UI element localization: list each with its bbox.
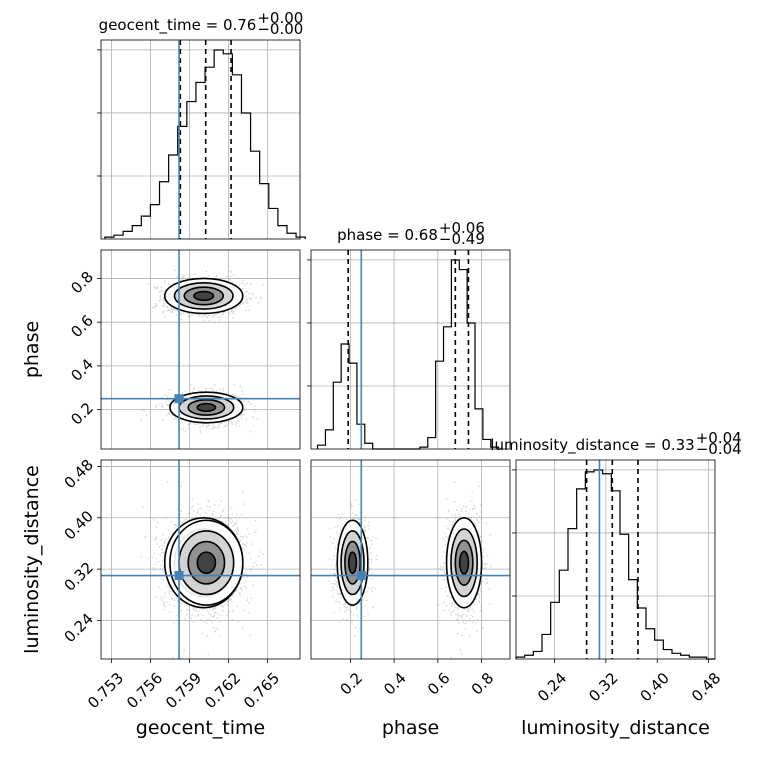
panel-title-geocent_time: geocent_time = 0.76 +0.00−0.00 xyxy=(99,9,304,38)
title-upper-error: +0.06 xyxy=(439,219,485,237)
panel-title-luminosity_distance: luminosity_distance = 0.33 +0.04−0.04 xyxy=(490,429,741,458)
density-contour xyxy=(196,551,217,575)
title-text: luminosity_distance = 0.33 xyxy=(490,436,694,455)
density-contour xyxy=(193,290,215,302)
axis-label-x-phase: phase xyxy=(382,717,439,739)
title-lower-error: −0.00 xyxy=(257,20,303,38)
axis-label-y-phase: phase xyxy=(21,321,43,378)
scatter-geocent_time-luminosity_distance xyxy=(140,481,264,659)
sample-points xyxy=(140,269,264,433)
panel-title-phase: phase = 0.68 +0.06−0.49 xyxy=(337,219,485,248)
panel-frame xyxy=(100,39,301,240)
scatter-geocent_time-phase xyxy=(140,269,264,433)
panel-frame xyxy=(310,459,511,660)
axis-label-y-luminosity_distance: luminosity_distance xyxy=(21,465,43,654)
truth-marker xyxy=(356,571,366,581)
density-contour xyxy=(196,402,217,413)
density-contour xyxy=(458,550,470,575)
density-contour xyxy=(347,551,358,575)
truth-marker xyxy=(174,571,184,581)
truth-marker xyxy=(174,394,184,404)
histogram-geocent_time xyxy=(104,49,306,239)
title-lower-error: −0.04 xyxy=(696,440,742,458)
title-text: phase = 0.68 xyxy=(337,226,438,244)
title-upper-error: +0.00 xyxy=(257,9,303,27)
panel-frame xyxy=(100,249,301,450)
title-lower-error: −0.49 xyxy=(439,230,485,248)
axis-label-x-geocent_time: geocent_time xyxy=(136,717,265,739)
title-upper-error: +0.04 xyxy=(696,429,742,447)
histogram-luminosity_distance xyxy=(515,469,716,660)
panel-frame xyxy=(310,249,511,450)
axis-label-x-luminosity_distance: luminosity_distance xyxy=(521,717,710,739)
panel-frame xyxy=(100,459,301,660)
panel-frame xyxy=(515,459,716,660)
title-text: geocent_time = 0.76 xyxy=(99,16,257,35)
